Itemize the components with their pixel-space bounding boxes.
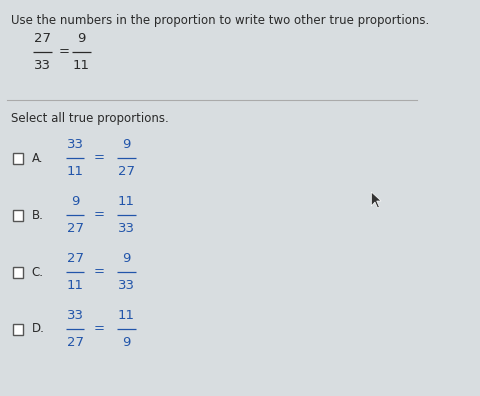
- Text: 27: 27: [34, 32, 51, 45]
- Text: =: =: [94, 209, 105, 221]
- Text: C.: C.: [32, 265, 44, 278]
- Text: 33: 33: [118, 279, 135, 292]
- Text: =: =: [94, 265, 105, 278]
- Text: 27: 27: [118, 165, 135, 178]
- Text: 9: 9: [71, 195, 79, 208]
- Bar: [13, 209, 23, 221]
- Text: =: =: [58, 46, 69, 59]
- Text: 11: 11: [118, 309, 135, 322]
- Text: 33: 33: [118, 222, 135, 235]
- Text: A.: A.: [32, 152, 43, 164]
- Text: 11: 11: [118, 195, 135, 208]
- Text: 11: 11: [67, 279, 84, 292]
- Text: 27: 27: [67, 252, 84, 265]
- Text: B.: B.: [32, 209, 44, 221]
- Text: D.: D.: [32, 322, 45, 335]
- Text: 33: 33: [67, 309, 84, 322]
- Text: 33: 33: [34, 59, 51, 72]
- Text: 9: 9: [122, 336, 131, 349]
- Text: 27: 27: [67, 336, 84, 349]
- Text: 9: 9: [77, 32, 85, 45]
- Text: 27: 27: [67, 222, 84, 235]
- Text: 9: 9: [122, 138, 131, 151]
- Polygon shape: [372, 192, 381, 208]
- Text: Use the numbers in the proportion to write two other true proportions.: Use the numbers in the proportion to wri…: [11, 14, 429, 27]
- Text: 11: 11: [67, 165, 84, 178]
- Text: 33: 33: [67, 138, 84, 151]
- Text: 11: 11: [73, 59, 90, 72]
- Bar: [13, 324, 23, 335]
- Text: 9: 9: [122, 252, 131, 265]
- Text: =: =: [94, 152, 105, 164]
- Bar: [13, 267, 23, 278]
- Bar: [13, 152, 23, 164]
- Text: Select all true proportions.: Select all true proportions.: [11, 112, 168, 125]
- Text: =: =: [94, 322, 105, 335]
